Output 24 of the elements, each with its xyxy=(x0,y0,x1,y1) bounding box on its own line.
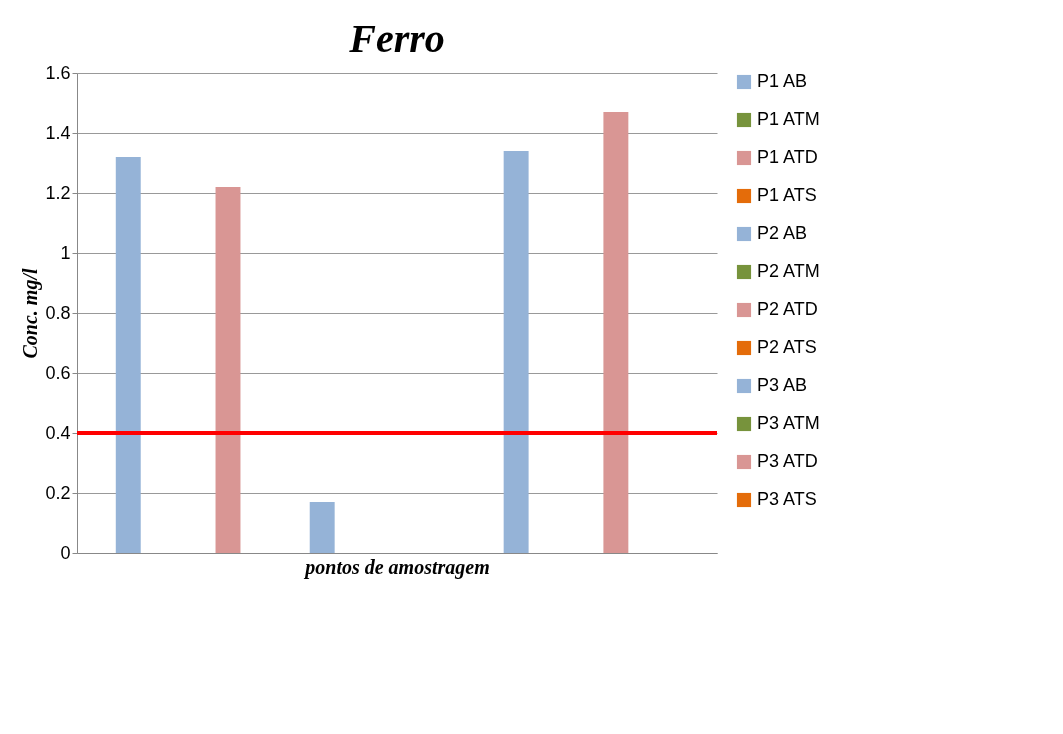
legend-label: P2 AB xyxy=(757,223,808,243)
y-tick-label: 0.6 xyxy=(45,362,71,383)
legend-label: P2 ATM xyxy=(757,261,820,281)
y-axis-title: Conc. mg/l xyxy=(19,268,43,359)
legend-label: P3 AB xyxy=(757,375,808,395)
y-tick-label: 1 xyxy=(60,242,71,263)
legend-label: P1 AB xyxy=(757,71,808,91)
y-tick-label: 1.4 xyxy=(45,122,71,143)
legend-label: P1 ATM xyxy=(757,109,820,129)
y-tick-label: 1.2 xyxy=(45,182,71,203)
legend-label: P3 ATS xyxy=(757,489,817,509)
legend-label: P1 ATD xyxy=(757,147,818,167)
legend-label: P2 ATS xyxy=(757,337,817,357)
y-tick-label: 0 xyxy=(60,542,71,563)
y-tick-label: 0.2 xyxy=(45,482,71,503)
y-tick-label: 0.8 xyxy=(45,302,71,323)
legend-label: P3 ATD xyxy=(757,451,818,471)
chart-title: Ferro xyxy=(348,16,445,61)
y-tick-label: 1.6 xyxy=(45,62,71,83)
legend-label: P3 ATM xyxy=(757,413,820,433)
x-axis-title: pontos de amostragem xyxy=(303,555,490,579)
legend-label: P2 ATD xyxy=(757,299,818,319)
legend-label: P1 ATS xyxy=(757,185,817,205)
y-tick-label: 0.4 xyxy=(45,422,71,443)
